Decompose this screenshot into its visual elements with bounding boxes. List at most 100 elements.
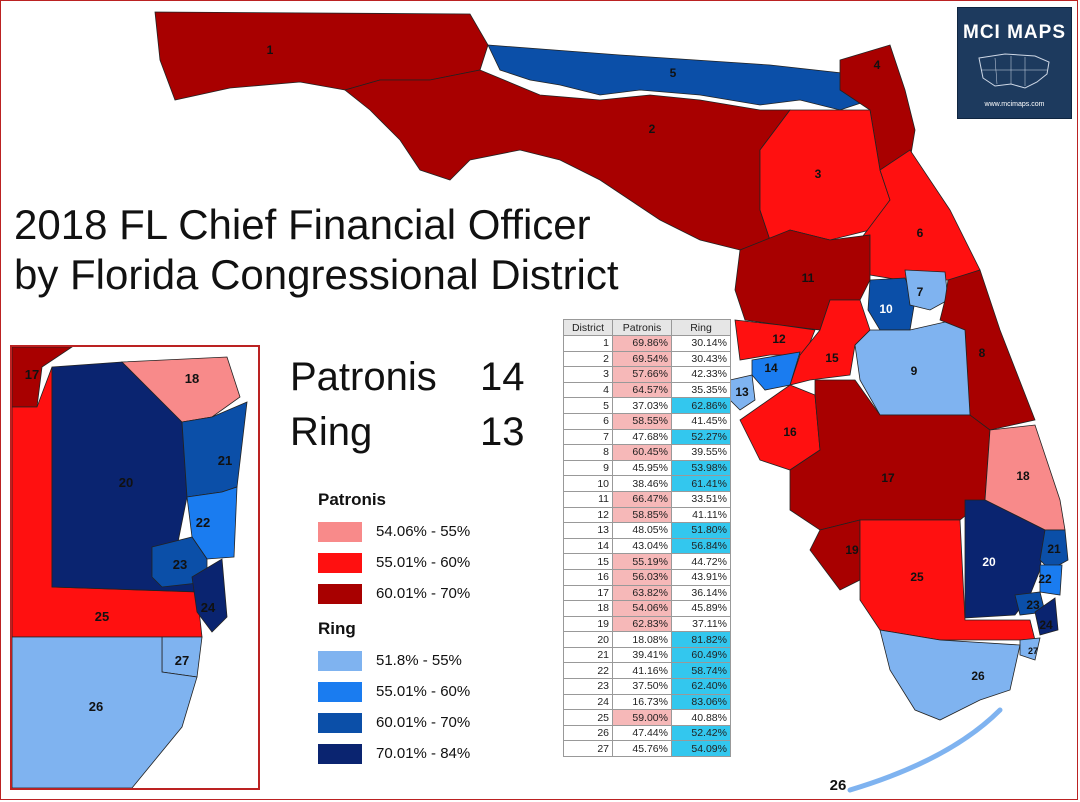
patronis-cell: 43.04% <box>612 537 672 555</box>
district-cell: 12 <box>563 506 613 524</box>
patronis-cell: 60.45% <box>612 444 672 461</box>
table-row: 24 16.73% 83.06% <box>563 693 731 711</box>
patronis-legend-row: 60.01% - 70% <box>318 578 470 609</box>
label-16: 16 <box>783 425 797 439</box>
ring-cell: 30.14% <box>671 335 731 352</box>
table-row: 22 41.16% 58.74% <box>563 662 731 680</box>
ring-legend-label: 60.01% - 70% <box>376 714 471 731</box>
ring-cell: 58.74% <box>671 662 731 680</box>
label-17: 17 <box>881 471 895 485</box>
label-18: 18 <box>1016 469 1030 483</box>
ring-cell: 44.72% <box>671 553 731 570</box>
ring-cell: 30.43% <box>671 350 731 368</box>
patronis-cell: 45.95% <box>612 459 672 477</box>
patronis-legend-row: 54.06% - 55% <box>318 516 470 547</box>
label-9: 9 <box>911 364 918 378</box>
label-4: 4 <box>874 58 881 72</box>
ring-cell: 43.91% <box>671 568 731 586</box>
label-8: 8 <box>979 346 986 360</box>
table-row: 26 47.44% 52.42% <box>563 724 731 742</box>
table-row: 23 37.50% 62.40% <box>563 678 731 695</box>
district-cell: 27 <box>563 740 613 758</box>
patronis-cell: 48.05% <box>612 522 672 539</box>
patronis-cell: 69.86% <box>612 335 672 352</box>
label-10: 10 <box>879 302 893 316</box>
ring-cell: 39.55% <box>671 444 731 461</box>
district-cell: 13 <box>563 522 613 539</box>
table-row: 13 48.05% 51.80% <box>563 522 731 539</box>
patronis-cell: 55.19% <box>612 553 672 570</box>
label-21: 21 <box>1047 542 1061 556</box>
patronis-legend-row: 55.01% - 60% <box>318 547 470 578</box>
table-row: 9 45.95% 53.98% <box>563 459 731 477</box>
table-row: 16 56.03% 43.91% <box>563 568 731 586</box>
district-27 <box>1019 637 1041 661</box>
inset-label-25: 25 <box>95 609 109 624</box>
district-cell: 22 <box>563 662 613 680</box>
patronis-cell: 64.57% <box>612 381 672 399</box>
label-22: 22 <box>1038 572 1052 586</box>
table-row: 11 66.47% 33.51% <box>563 490 731 508</box>
inset-label-20: 20 <box>119 475 133 490</box>
inset-district-24 <box>191 558 228 633</box>
patronis-legend-swatch <box>318 552 362 573</box>
logo-text: MCI MAPS <box>963 22 1066 43</box>
ring-legend-row: 55.01% - 60% <box>318 676 470 707</box>
patronis-cell: 41.16% <box>612 662 672 680</box>
district-cell: 7 <box>563 428 613 446</box>
south-florida-inset: 17 18 20 21 22 23 24 25 26 27 <box>10 345 260 790</box>
table-row: 12 58.85% 41.11% <box>563 506 731 524</box>
district-cell: 23 <box>563 678 613 695</box>
district-24 <box>1034 597 1059 636</box>
patronis-cell: 62.83% <box>612 615 672 633</box>
ring-cell: 36.14% <box>671 584 731 602</box>
district-cell: 17 <box>563 584 613 602</box>
ring-cell: 35.35% <box>671 381 731 399</box>
label-27: 27 <box>1028 646 1038 656</box>
patronis-cell: 56.03% <box>612 568 672 586</box>
legend: Patronis 54.06% - 55% 55.01% - 60% 60.01% … <box>318 490 470 769</box>
results-table: District Patronis Ring 1 69.86% 30.14% 2 69.… <box>563 319 731 758</box>
ring-cell: 81.82% <box>671 631 731 648</box>
patronis-cell: 16.73% <box>612 693 672 711</box>
district-cell: 3 <box>563 366 613 383</box>
ring-cell: 83.06% <box>671 693 731 711</box>
patronis-count: 14 <box>480 355 525 399</box>
col-district: District <box>563 319 613 336</box>
patronis-cell: 58.85% <box>612 506 672 524</box>
table-row: 6 58.55% 41.45% <box>563 412 731 430</box>
ring-legend-label: 70.01% - 84% <box>376 745 471 762</box>
table-row: 21 39.41% 60.49% <box>563 646 731 664</box>
label-13: 13 <box>735 385 749 399</box>
inset-label-17: 17 <box>25 367 39 382</box>
patronis-cell: 45.76% <box>612 740 672 758</box>
table-row: 15 55.19% 44.72% <box>563 553 731 570</box>
usa-map-icon <box>977 53 1050 89</box>
table-row: 25 59.00% 40.88% <box>563 709 731 726</box>
district-cell: 21 <box>563 646 613 664</box>
label-7: 7 <box>917 285 924 299</box>
label-26-keys: 26 <box>830 777 847 794</box>
table-row: 2 69.54% 30.43% <box>563 350 731 368</box>
patronis-legend-label: 54.06% - 55% <box>376 523 471 540</box>
district-cell: 10 <box>563 475 613 492</box>
table-row: 3 57.66% 42.33% <box>563 366 731 383</box>
ring-legend-label: 51.8% - 55% <box>376 652 462 669</box>
patronis-legend-swatch <box>318 521 362 542</box>
inset-label-26: 26 <box>89 699 103 714</box>
district-cell: 2 <box>563 350 613 368</box>
ring-legend-swatch <box>318 650 362 671</box>
ring-legend-swatch <box>318 712 362 733</box>
district-cell: 16 <box>563 568 613 586</box>
ring-cell: 40.88% <box>671 709 731 726</box>
district-20 <box>964 499 1046 619</box>
label-2: 2 <box>649 122 656 136</box>
ring-cell: 62.40% <box>671 678 731 695</box>
ring-legend-swatch <box>318 743 362 764</box>
label-11: 11 <box>802 271 815 285</box>
ring-legend-row: 60.01% - 70% <box>318 707 470 738</box>
table-row: 7 47.68% 52.27% <box>563 428 731 446</box>
table-row: 4 64.57% 35.35% <box>563 381 731 399</box>
inset-label-21: 21 <box>218 453 232 468</box>
